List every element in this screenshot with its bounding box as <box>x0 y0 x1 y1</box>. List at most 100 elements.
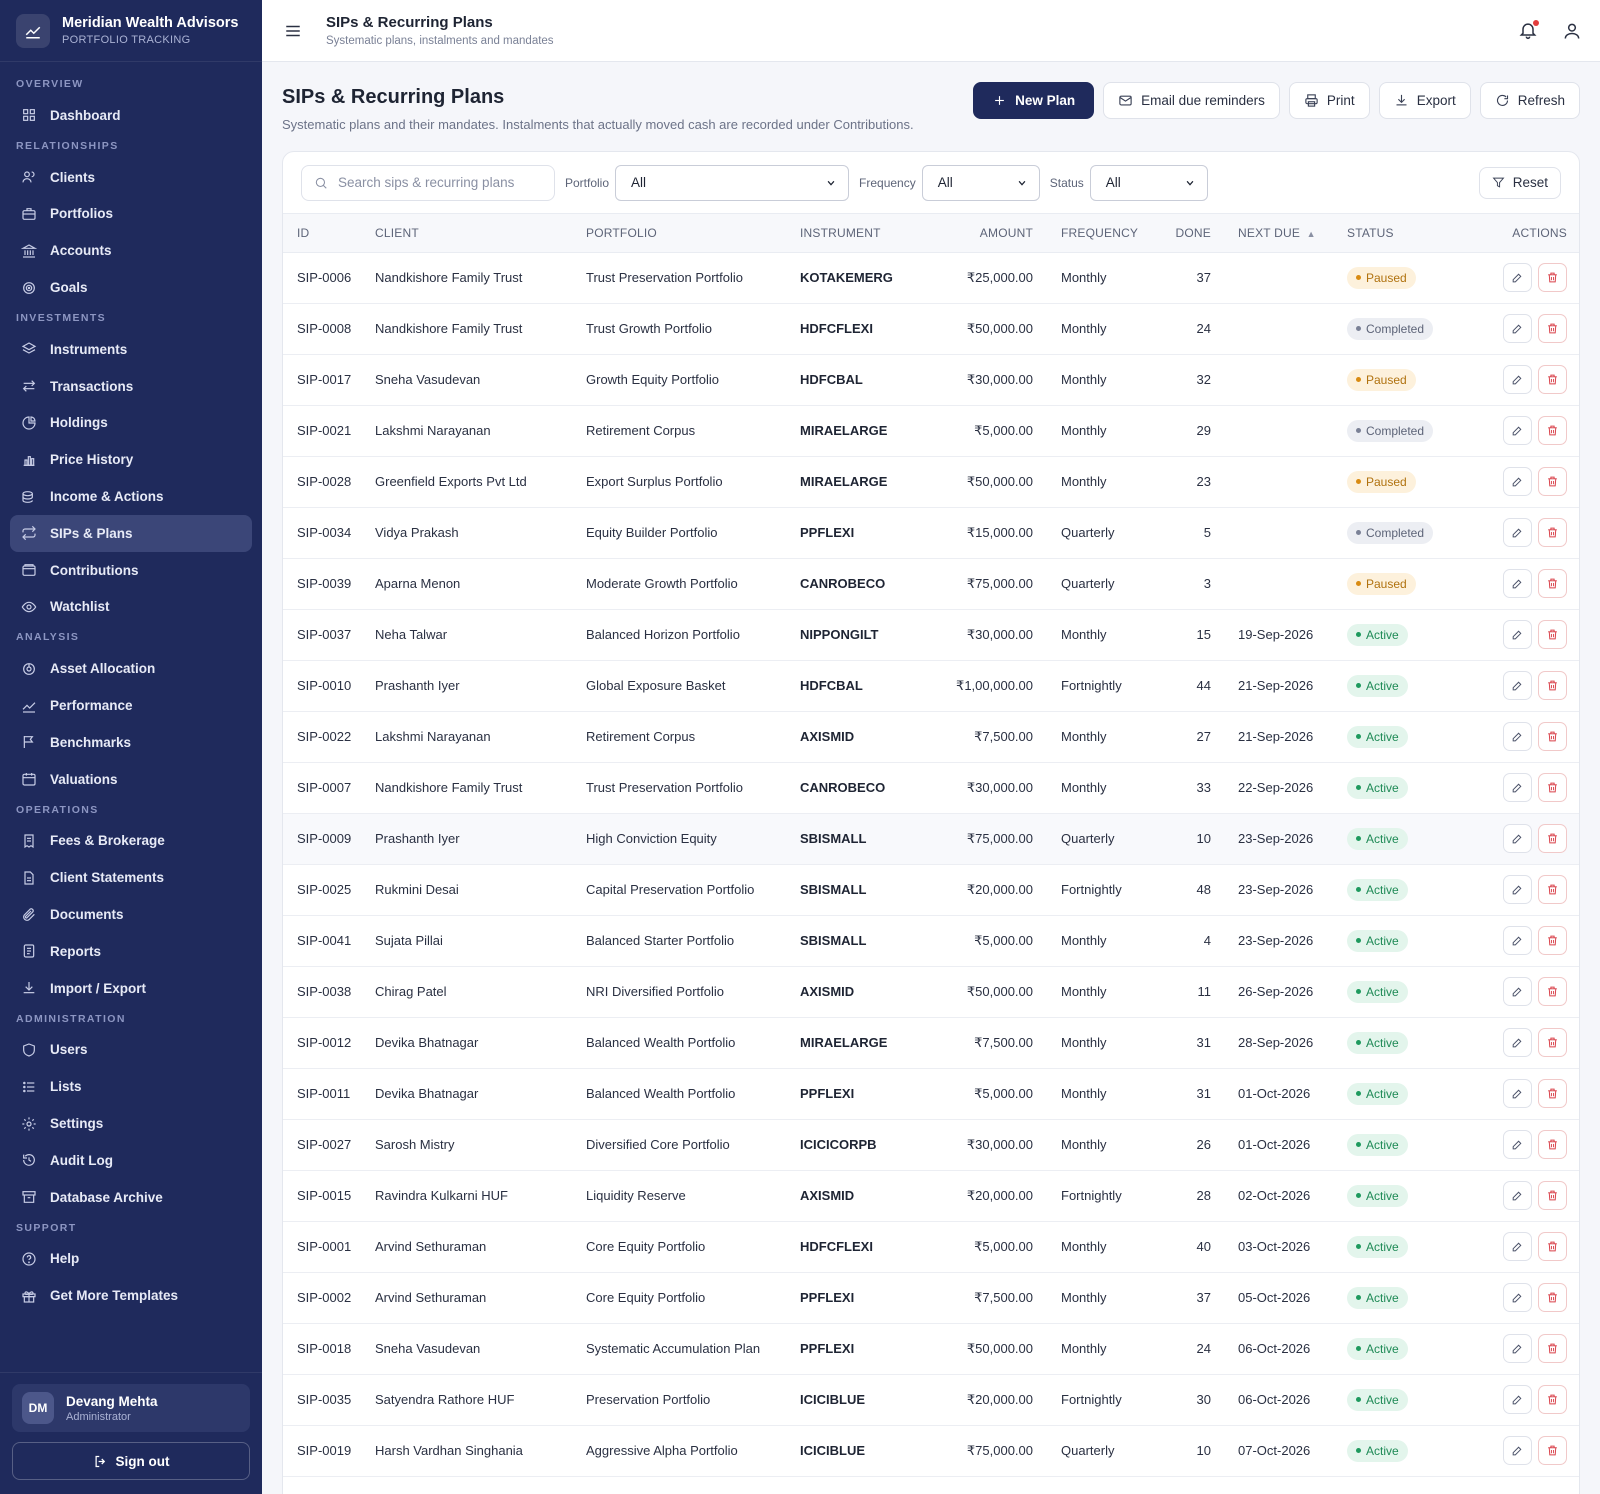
new-plan-button[interactable]: New Plan <box>973 82 1095 119</box>
delete-button[interactable] <box>1538 1283 1567 1312</box>
table-row[interactable]: SIP-0011 Devika Bhatnagar Balanced Wealt… <box>283 1068 1579 1120</box>
delete-button[interactable] <box>1538 1130 1567 1159</box>
sidebar-item-income-actions[interactable]: Income & Actions <box>10 478 252 515</box>
edit-button[interactable] <box>1503 263 1532 292</box>
edit-button[interactable] <box>1503 875 1532 904</box>
edit-button[interactable] <box>1503 722 1532 751</box>
table-row[interactable]: SIP-0001 Arvind Sethuraman Core Equity P… <box>283 1221 1579 1273</box>
table-row[interactable]: SIP-0041 Sujata Pillai Balanced Starter … <box>283 915 1579 967</box>
edit-button[interactable] <box>1503 1181 1532 1210</box>
col-next-due[interactable]: NEXT DUE ▲ <box>1211 214 1333 253</box>
print-button[interactable]: Print <box>1288 82 1370 119</box>
delete-button[interactable] <box>1538 824 1567 853</box>
sidebar-item-instruments[interactable]: Instruments <box>10 331 252 368</box>
delete-button[interactable] <box>1538 1385 1567 1414</box>
edit-button[interactable] <box>1503 671 1532 700</box>
sidebar-item-watchlist[interactable]: Watchlist <box>10 589 252 626</box>
delete-button[interactable] <box>1538 977 1567 1006</box>
table-row[interactable]: SIP-0038 Chirag Patel NRI Diversified Po… <box>283 966 1579 1018</box>
search-input[interactable]: Search sips & recurring plans <box>301 164 555 201</box>
user-icon[interactable] <box>1562 21 1582 41</box>
delete-button[interactable] <box>1538 314 1567 343</box>
edit-button[interactable] <box>1503 569 1532 598</box>
table-row[interactable]: SIP-0010 Prashanth Iyer Global Exposure … <box>283 660 1579 712</box>
sidebar-item-accounts[interactable]: Accounts <box>10 232 252 269</box>
table-row[interactable]: SIP-0025 Rukmini Desai Capital Preservat… <box>283 864 1579 916</box>
table-row[interactable]: SIP-0028 Greenfield Exports Pvt Ltd Expo… <box>283 456 1579 508</box>
delete-button[interactable] <box>1538 365 1567 394</box>
sidebar-item-price-history[interactable]: Price History <box>10 441 252 478</box>
col-done[interactable]: DONE <box>1141 214 1211 253</box>
col-instrument[interactable]: INSTRUMENT <box>800 214 932 253</box>
delete-button[interactable] <box>1538 569 1567 598</box>
bell-icon[interactable] <box>1518 19 1540 42</box>
table-row[interactable]: SIP-0017 Sneha Vasudevan Growth Equity P… <box>283 354 1579 406</box>
col-id[interactable]: ID <box>283 214 375 253</box>
edit-button[interactable] <box>1503 467 1532 496</box>
table-row[interactable]: SIP-0007 Nandkishore Family Trust Trust … <box>283 762 1579 814</box>
delete-button[interactable] <box>1538 1181 1567 1210</box>
edit-button[interactable] <box>1503 1028 1532 1057</box>
sidebar-item-import-export[interactable]: Import / Export <box>10 970 252 1007</box>
table-row[interactable]: SIP-0012 Devika Bhatnagar Balanced Wealt… <box>283 1017 1579 1069</box>
edit-button[interactable] <box>1503 977 1532 1006</box>
table-row[interactable]: SIP-0027 Sarosh Mistry Diversified Core … <box>283 1119 1579 1171</box>
edit-button[interactable] <box>1503 1232 1532 1261</box>
edit-button[interactable] <box>1503 1436 1532 1465</box>
delete-button[interactable] <box>1538 620 1567 649</box>
delete-button[interactable] <box>1538 1028 1567 1057</box>
sidebar-item-portfolios[interactable]: Portfolios <box>10 196 252 233</box>
edit-button[interactable] <box>1503 1385 1532 1414</box>
sidebar-item-lists[interactable]: Lists <box>10 1068 252 1105</box>
sidebar-item-help[interactable]: Help <box>10 1241 252 1278</box>
edit-button[interactable] <box>1503 1334 1532 1363</box>
edit-button[interactable] <box>1503 824 1532 853</box>
sidebar-item-performance[interactable]: Performance <box>10 687 252 724</box>
table-row[interactable]: SIP-0021 Lakshmi Narayanan Retirement Co… <box>283 405 1579 457</box>
delete-button[interactable] <box>1538 671 1567 700</box>
frequency-select[interactable]: All <box>921 164 1040 201</box>
edit-button[interactable] <box>1503 1079 1532 1108</box>
delete-button[interactable] <box>1538 1079 1567 1108</box>
status-select[interactable]: All <box>1089 164 1208 201</box>
table-row[interactable]: SIP-0006 Nandkishore Family Trust Trust … <box>283 252 1579 304</box>
edit-button[interactable] <box>1503 1130 1532 1159</box>
edit-button[interactable] <box>1503 1283 1532 1312</box>
edit-button[interactable] <box>1503 314 1532 343</box>
sidebar-item-reports[interactable]: Reports <box>10 933 252 970</box>
table-row[interactable]: SIP-0039 Aparna Menon Moderate Growth Po… <box>283 558 1579 610</box>
table-row[interactable]: SIP-0002 Arvind Sethuraman Core Equity P… <box>283 1272 1579 1324</box>
email-reminders-button[interactable]: Email due reminders <box>1103 82 1280 119</box>
delete-button[interactable] <box>1538 773 1567 802</box>
delete-button[interactable] <box>1538 518 1567 547</box>
table-row[interactable]: SIP-0019 Harsh Vardhan Singhania Aggress… <box>283 1425 1579 1477</box>
delete-button[interactable] <box>1538 722 1567 751</box>
refresh-button[interactable]: Refresh <box>1479 82 1580 119</box>
edit-button[interactable] <box>1503 365 1532 394</box>
brand[interactable]: Meridian Wealth Advisors PORTFOLIO TRACK… <box>0 0 262 62</box>
sidebar-item-audit-log[interactable]: Audit Log <box>10 1142 252 1179</box>
col-frequency[interactable]: FREQUENCY <box>1033 214 1141 253</box>
sidebar-item-goals[interactable]: Goals <box>10 269 252 306</box>
col-status[interactable]: STATUS <box>1333 214 1458 253</box>
edit-button[interactable] <box>1503 620 1532 649</box>
delete-button[interactable] <box>1538 875 1567 904</box>
delete-button[interactable] <box>1538 926 1567 955</box>
sidebar-item-database-archive[interactable]: Database Archive <box>10 1179 252 1216</box>
sidebar-item-contributions[interactable]: Contributions <box>10 552 252 589</box>
table-row[interactable]: SIP-0034 Vidya Prakash Equity Builder Po… <box>283 507 1579 559</box>
portfolio-select[interactable]: All <box>615 164 850 201</box>
sidebar-item-benchmarks[interactable]: Benchmarks <box>10 724 252 761</box>
edit-button[interactable] <box>1503 416 1532 445</box>
sidebar-item-fees-brokerage[interactable]: Fees & Brokerage <box>10 823 252 860</box>
sidebar-item-valuations[interactable]: Valuations <box>10 761 252 798</box>
reset-button[interactable]: Reset <box>1478 166 1561 199</box>
col-amount[interactable]: AMOUNT <box>932 214 1033 253</box>
sidebar-item-documents[interactable]: Documents <box>10 896 252 933</box>
col-client[interactable]: CLIENT <box>375 214 586 253</box>
col-portfolio[interactable]: PORTFOLIO <box>586 214 800 253</box>
sidebar-item-clients[interactable]: Clients <box>10 159 252 196</box>
delete-button[interactable] <box>1538 263 1567 292</box>
delete-button[interactable] <box>1538 1436 1567 1465</box>
table-row[interactable]: SIP-0035 Satyendra Rathore HUF Preservat… <box>283 1374 1579 1426</box>
